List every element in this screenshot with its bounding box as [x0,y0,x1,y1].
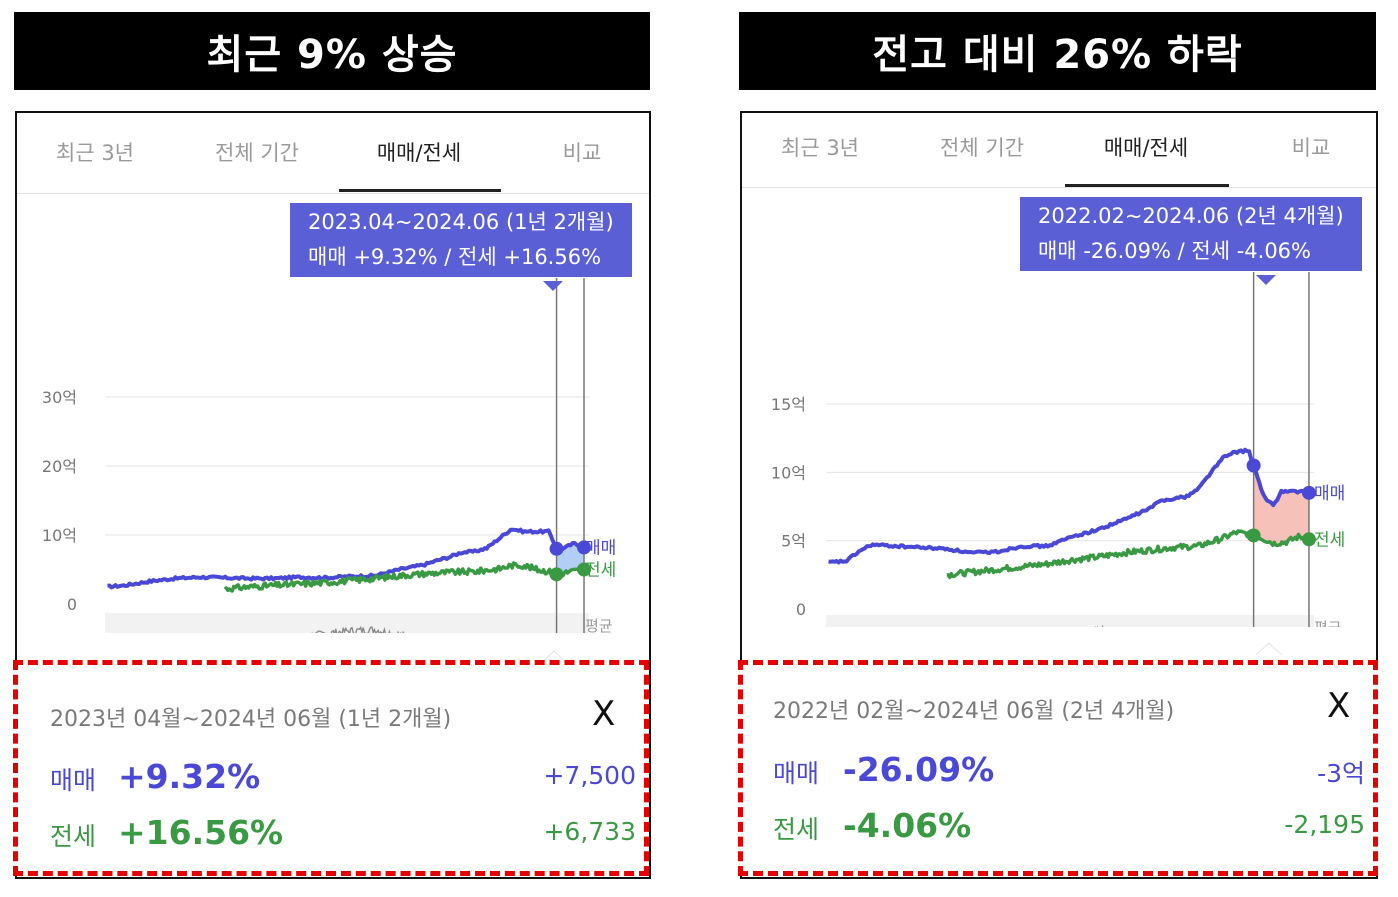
jeonse-change-amount: -2,195 [1284,810,1365,839]
ratio-band [826,615,1314,627]
tooltip-period: 2023.04~2024.06 (1년 2개월) [308,210,614,234]
sale-line [828,447,1309,565]
left-banner: 최근 9% 상승 [14,12,650,90]
ratio-band [105,613,589,633]
left-summary-card: 2023년 04월~2024년 06월 (1년 2개월) X 매매 +9.32%… [13,660,649,876]
ratio-average-label: 평균 [585,617,613,633]
y-tick-label: 5억 [781,532,806,551]
tab-recent-3-years[interactable]: 최근 3년 [56,141,134,165]
jeonse-change-percent: +16.56% [118,813,284,852]
jeonse-label: 전세 [50,822,97,851]
y-tick-label: 0 [67,595,77,614]
selection-fill [556,543,585,575]
right-banner: 전고 대비 26% 하락 [739,12,1376,90]
sale-change-amount: +7,500 [543,761,636,790]
selection-fill [1253,465,1309,544]
tooltip-changes: 매매 -26.09% / 전세 -4.06% [1038,239,1311,263]
sale-label: 매매 [773,759,820,788]
tooltip-period: 2022.02~2024.06 (2년 4개월) [1038,204,1344,228]
tab-recent-3-years[interactable]: 최근 3년 [781,136,859,160]
tab-full-period[interactable]: 전체 기간 [940,136,1024,160]
y-tick-label: 15억 [771,395,806,414]
tab-compare[interactable]: 비교 [562,141,602,165]
right-period-tooltip: 2022.02~2024.06 (2년 4개월) 매매 -26.09% / 전세… [1020,197,1362,271]
sale-line [107,527,584,590]
legend-sale: 매매 [585,538,616,558]
legend-jeonse: 전세 [585,561,616,581]
jeonse-change-percent: -4.06% [843,806,972,845]
jeonse-change-amount: +6,733 [543,817,636,846]
legend-sale: 매매 [1314,484,1345,504]
tab-sale-jeonse[interactable]: 매매/전세 [376,141,462,165]
jeonse-line [223,561,585,593]
jeonse-point [1246,528,1261,543]
left-chart: 30억20억10억0전세가율매매전세평균64.5%200620082010201… [42,278,616,633]
legend-jeonse: 전세 [1314,530,1345,550]
right-tab-bar: 최근 3년 전체 기간 매매/전세 비교 [742,113,1376,188]
tooltip-changes: 매매 +9.32% / 전세 +16.56% [308,245,602,269]
y-tick-label: 20억 [42,457,77,476]
sale-point [577,540,592,555]
tooltip-arrow [543,281,563,291]
tab-sale-jeonse[interactable]: 매매/전세 [1103,136,1189,160]
left-period-tooltip: 2023.04~2024.06 (1년 2개월) 매매 +9.32% / 전세 … [290,203,632,277]
close-icon[interactable]: X [1327,686,1351,726]
tab-full-period[interactable]: 전체 기간 [215,141,299,165]
active-tab-underline [1065,184,1229,187]
ratio-average-label: 평균 [1314,619,1342,627]
summary-pointer [1255,642,1283,656]
sale-point [1301,485,1316,500]
summary-period: 2023년 04월~2024년 06월 (1년 2개월) [50,707,452,732]
active-tab-underline [339,189,501,192]
tooltip-arrow [1256,275,1276,285]
sale-point [1246,458,1261,473]
close-icon[interactable]: X [592,694,616,734]
sale-change-amount: -3억 [1317,759,1365,788]
jeonse-point [549,567,564,582]
jeonse-point [577,562,592,577]
jeonse-point [1301,532,1316,547]
sale-point [549,541,564,556]
y-tick-label: 10억 [771,463,806,482]
summary-period: 2022년 02월~2024년 06월 (2년 4개월) [773,699,1175,724]
jeonse-label: 전세 [773,815,820,844]
tab-compare[interactable]: 비교 [1291,136,1331,160]
sale-change-percent: -26.09% [843,750,995,789]
y-tick-label: 30억 [42,388,77,407]
sale-change-percent: +9.32% [118,757,261,796]
left-tab-bar: 최근 3년 전체 기간 매매/전세 비교 [17,113,649,194]
y-tick-label: 10억 [42,526,77,545]
y-tick-label: 0 [796,600,806,619]
right-chart: 15억10억5억0전세가율매매전세평균64.4%2006200820102012… [771,272,1345,627]
sale-label: 매매 [50,766,97,795]
right-summary-card: 2022년 02월~2024년 06월 (2년 4개월) X 매매 -26.09… [738,660,1378,876]
